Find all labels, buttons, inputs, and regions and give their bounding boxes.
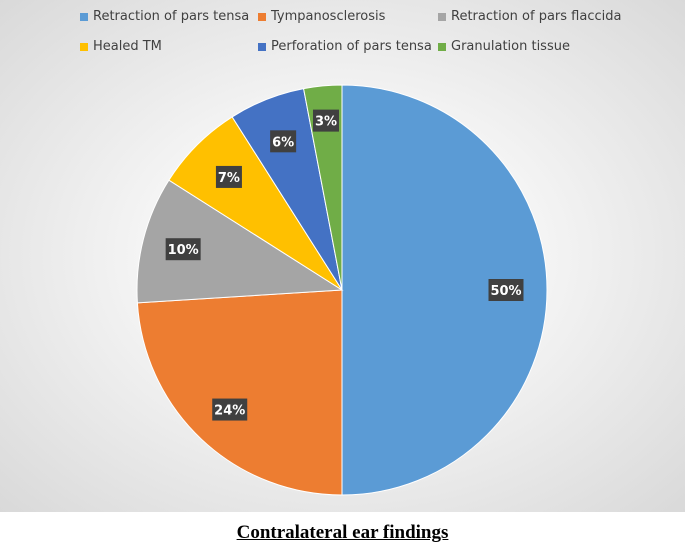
data-label-box [165, 238, 201, 261]
legend: Retraction of pars tensa Tympanosclerosis… [0, 0, 685, 80]
legend-label: Healed TM [93, 39, 162, 54]
legend-swatch [80, 42, 88, 51]
legend-swatch [258, 12, 266, 21]
data-label-box [215, 165, 242, 188]
legend-label: Perforation of pars tensa [271, 39, 432, 54]
data-label-text: 24% [214, 404, 245, 419]
data-label-text: 7% [218, 171, 240, 186]
chart-caption: Contralateral ear findings [236, 522, 449, 543]
data-label: 7% [215, 165, 242, 188]
legend-label: Granulation tissue [451, 39, 570, 54]
data-label: 10% [165, 238, 201, 261]
pie-slice [303, 84, 343, 291]
legend-item: Retraction of pars tensa [80, 9, 249, 24]
legend-label: Tympanosclerosis [271, 9, 386, 24]
data-label: 3% [312, 109, 339, 132]
data-label-text: 6% [272, 135, 294, 150]
legend-swatch [438, 12, 446, 21]
data-label-text: 50% [490, 284, 521, 299]
legend-swatch [80, 12, 88, 21]
pie-chart: 50% 24% 10% 7% 6% 3% [136, 84, 548, 496]
legend-swatch [438, 42, 446, 51]
data-label-text: 10% [168, 243, 199, 258]
data-label-box [212, 398, 248, 421]
data-label-box [312, 109, 339, 132]
legend-label: Retraction of pars flaccida [451, 9, 622, 24]
chart-area: Retraction of pars tensa Tympanosclerosis… [0, 0, 685, 512]
data-label-box [488, 279, 524, 301]
data-label-text: 3% [315, 115, 337, 130]
pie-slice [136, 179, 344, 304]
data-label: 50% [488, 279, 524, 301]
legend-item: Perforation of pars tensa [258, 39, 432, 54]
data-label-box [270, 130, 297, 153]
legend-item: Healed TM [80, 39, 162, 54]
legend-label: Retraction of pars tensa [93, 9, 250, 24]
legend-item: Tympanosclerosis [258, 9, 385, 24]
data-label: 24% [212, 398, 248, 421]
legend-item: Granulation tissue [438, 39, 570, 54]
legend-item: Retraction of pars flaccida [438, 9, 621, 24]
pie-slice [136, 289, 343, 496]
data-label: 6% [270, 130, 297, 153]
legend-swatch [258, 42, 266, 51]
pie-slice [341, 84, 548, 496]
